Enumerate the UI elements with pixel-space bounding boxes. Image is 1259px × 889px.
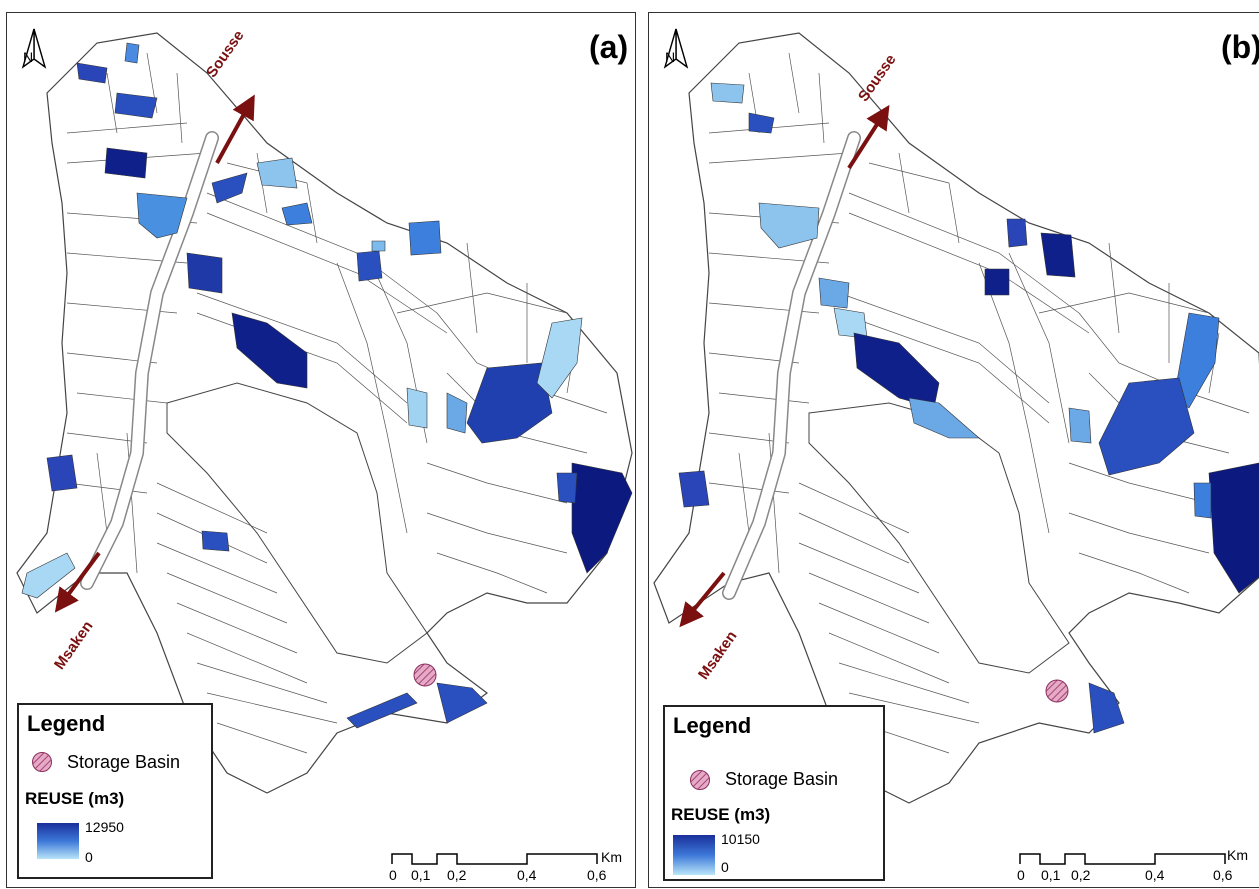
parcel	[346, 692, 418, 729]
storage-basin-icon	[690, 770, 710, 790]
parcel	[678, 470, 710, 508]
parcel	[186, 252, 223, 294]
parcel	[201, 530, 230, 552]
color-ramp	[37, 823, 79, 859]
parcel	[46, 454, 78, 492]
legend-basin-label: Storage Basin	[725, 769, 839, 789]
scale-unit: Km	[601, 849, 622, 865]
parcel	[76, 62, 108, 84]
parcel	[211, 172, 248, 204]
unmapped-area	[166, 382, 428, 664]
color-ramp	[673, 835, 715, 875]
parcel	[758, 202, 820, 249]
north-arrow-icon	[663, 28, 689, 69]
parcel-map-b	[653, 32, 1259, 804]
north-arrow-icon	[21, 28, 47, 69]
parcel	[908, 397, 980, 439]
parcel	[748, 112, 775, 134]
ramp-min-label: 0	[85, 849, 93, 865]
scale-tick: 0	[1017, 867, 1025, 883]
map-panel-a: (a) N Sousse Msaken Legend Storage Basin…	[6, 12, 636, 888]
legend-box: Legend Storage Basin REUSE (m3) 12950 0	[17, 703, 213, 879]
scale-tick: 0,2	[1071, 867, 1091, 883]
scale-tick: 0	[389, 867, 397, 883]
scale-tick: 0,6	[587, 867, 607, 883]
parcel	[1193, 482, 1212, 519]
parcel	[104, 147, 148, 179]
north-label: N	[23, 49, 34, 65]
scale-tick: 0,2	[447, 867, 467, 883]
legend-reuse-title: REUSE (m3)	[671, 805, 771, 824]
parcel	[446, 392, 468, 434]
parcel	[984, 268, 1010, 296]
parcel	[281, 202, 313, 226]
parcel	[114, 92, 158, 119]
parcel	[1088, 682, 1125, 734]
parcel	[536, 317, 583, 399]
parcel	[231, 312, 308, 389]
road-arrow-south	[54, 551, 101, 613]
parcel	[136, 192, 188, 239]
scale-bar	[391, 853, 598, 865]
scale-tick: 0,4	[517, 867, 537, 883]
legend-reuse-title: REUSE (m3)	[25, 789, 125, 808]
parcel	[1040, 232, 1076, 278]
parcel	[408, 220, 442, 256]
parcel	[556, 472, 578, 504]
legend-title: Legend	[673, 713, 752, 738]
storage-basin-icon	[32, 752, 52, 772]
parcel-map-a	[16, 32, 633, 794]
parcel	[371, 240, 386, 252]
parcel	[1098, 377, 1195, 476]
scale-tick: 0,1	[1041, 867, 1061, 883]
ramp-max-label: 12950	[85, 819, 124, 835]
parcel	[571, 462, 633, 574]
scale-tick: 0,1	[411, 867, 431, 883]
parcel	[436, 682, 488, 724]
legend-box: Legend Storage Basin REUSE (m3) 10150 0	[663, 705, 885, 881]
parcel	[833, 307, 868, 339]
parcel	[21, 552, 76, 599]
parcel	[710, 82, 745, 104]
road-arrow-south	[679, 571, 726, 628]
road-arrow-north	[215, 94, 255, 164]
parcel	[818, 277, 850, 309]
parcel	[1208, 462, 1259, 594]
parcel	[406, 387, 428, 429]
reuse-parcels	[678, 82, 1259, 734]
ramp-max-label: 10150	[721, 831, 760, 847]
reuse-parcels	[21, 42, 633, 729]
scale-tick: 0,6	[1213, 867, 1233, 883]
parcel	[1006, 218, 1028, 248]
north-label: N	[665, 49, 676, 65]
scale-unit: Km	[1227, 847, 1248, 863]
panel-letter: (b)	[1221, 29, 1259, 65]
map-panel-b: (b) N Sousse Msaken Legend Storage Basin…	[648, 12, 1259, 888]
panel-letter: (a)	[589, 29, 629, 65]
storage-basin	[413, 663, 437, 687]
legend-title: Legend	[27, 711, 106, 736]
scale-tick: 0,4	[1145, 867, 1165, 883]
storage-basin	[1045, 679, 1069, 703]
parcel	[356, 250, 383, 282]
parcel	[124, 42, 140, 64]
ramp-min-label: 0	[721, 859, 729, 875]
parcel	[256, 157, 298, 189]
road-arrow-north	[847, 104, 890, 170]
parcel	[1068, 407, 1092, 444]
legend-basin-label: Storage Basin	[67, 752, 181, 772]
scale-bar	[1019, 853, 1226, 865]
